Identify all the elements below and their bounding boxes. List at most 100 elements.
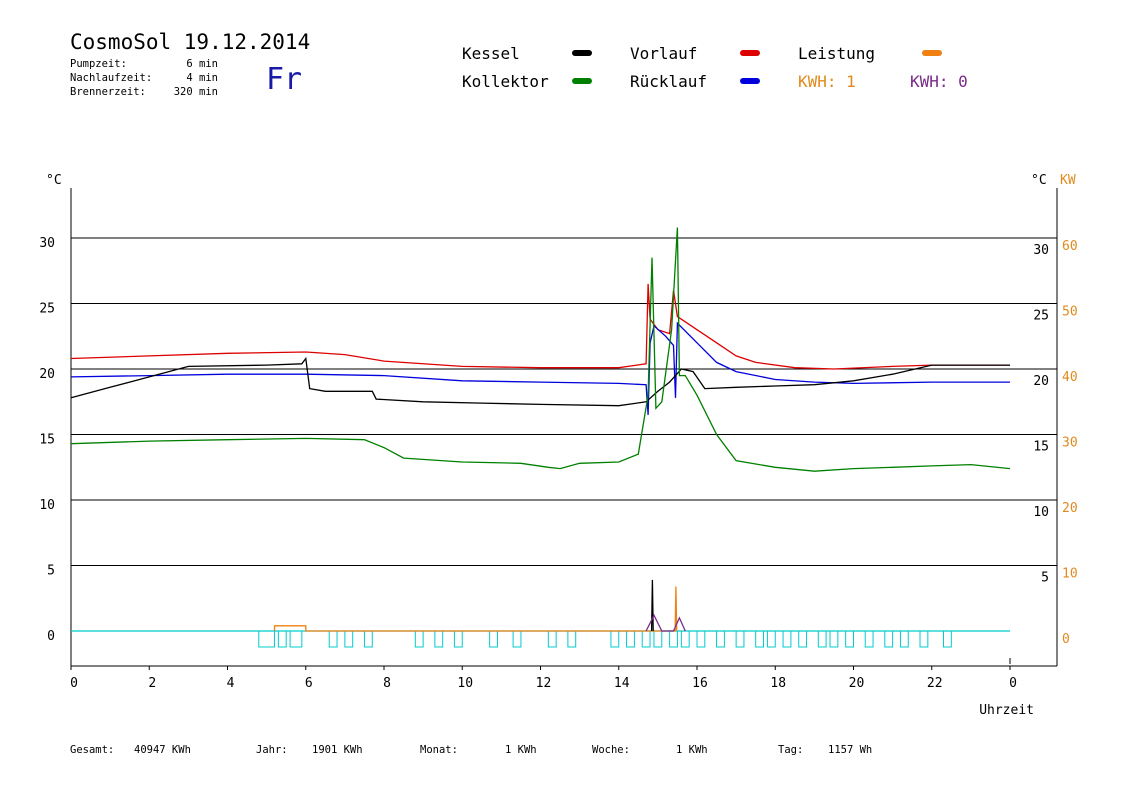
pump-pulse-14 [626, 630, 635, 648]
pump-pulse-13 [610, 630, 620, 648]
stat-label-nachlaufzeit: Nachlaufzeit: [70, 72, 153, 84]
x-tick-5: 10 [457, 676, 473, 691]
legend-label-kollektor: Kollektor [462, 72, 549, 91]
legend-swatch-leistung [922, 50, 942, 56]
legend-label-leistung: Leistung [798, 44, 876, 63]
y-tick-kw-60: 60 [1062, 239, 1078, 254]
pump-pulse-19 [696, 630, 706, 648]
pump-pulse-24 [782, 630, 792, 648]
pump-pulse-15 [641, 630, 651, 648]
y-axis-label-right: °C [1031, 173, 1047, 188]
x-tick-6: 12 [536, 676, 552, 691]
lower-series-kollektor [645, 613, 686, 632]
stat-label-brennerzeit: Brennerzeit: [70, 86, 146, 98]
y-tick-right-5: 5 [1041, 571, 1049, 586]
pump-pulse-10 [512, 630, 522, 648]
pump-pulse-23 [766, 630, 776, 648]
y-tick-kw-30: 30 [1062, 436, 1078, 451]
pump-pulse-30 [884, 630, 894, 648]
kwh-label-2: KWH: 0 [910, 72, 968, 91]
series-vorlauf [70, 283, 1010, 370]
x-tick-8: 16 [692, 676, 708, 691]
y-tick-kw-40: 40 [1062, 370, 1078, 385]
x-tick-7: 14 [614, 676, 630, 691]
lower-series-leistung [273, 586, 678, 632]
x-tick-0: 0 [70, 676, 78, 691]
legend-swatch-ruecklauf [740, 78, 760, 84]
pump-pulse-7 [434, 630, 444, 648]
x-tick-1: 2 [148, 676, 156, 691]
legend-swatch-kessel [572, 50, 592, 56]
x-tick-12: 0 [1009, 676, 1017, 691]
y-tick-left-5: 5 [47, 564, 55, 579]
x-tick-11: 22 [927, 676, 943, 691]
y-tick-left-20: 20 [39, 367, 55, 382]
footer-value-jahr: 1901 KWh [312, 744, 363, 756]
pump-pulse-16 [653, 630, 663, 648]
pump-pulse-11 [547, 630, 557, 648]
pump-pulse-1 [277, 630, 287, 648]
footer-value-gesamt: 40947 KWh [134, 744, 191, 756]
x-tick-2: 4 [227, 676, 235, 691]
x-tick-9: 18 [770, 676, 786, 691]
pump-pulse-21 [735, 630, 745, 648]
pump-pulse-3 [328, 630, 338, 648]
pump-pulse-31 [899, 630, 909, 648]
x-tick-3: 6 [305, 676, 313, 691]
footer-value-woche: 1 KWh [676, 744, 708, 756]
legend-label-ruecklauf: Rücklauf [630, 72, 708, 91]
legend-label-kessel: Kessel [462, 44, 520, 63]
footer-label-gesamt: Gesamt: [70, 744, 115, 756]
series-kessel [70, 356, 1010, 407]
legend-label-vorlauf: Vorlauf [630, 44, 698, 63]
pump-pulse-25 [798, 630, 808, 648]
pump-pulse-29 [864, 630, 874, 648]
y-tick-left-0: 0 [47, 629, 55, 644]
pump-pulse-12 [567, 630, 577, 648]
footer-label-tag: Tag: [778, 744, 804, 756]
stat-value-pumpzeit: 6 min [186, 58, 218, 70]
series-ruecklauf [70, 321, 1010, 415]
y-axis-label-left: °C [46, 173, 62, 188]
pump-pulse-9 [489, 630, 498, 648]
weekday-label: Fr [266, 62, 303, 97]
pump-pulse-6 [414, 630, 424, 648]
pump-pulse-22 [755, 630, 765, 648]
pump-pulse-4 [344, 630, 354, 648]
y-tick-right-20: 20 [1033, 374, 1049, 389]
page-title: CosmoSol 19.12.2014 [70, 30, 311, 54]
y-tick-left-25: 25 [39, 302, 55, 317]
pump-pulse-0 [258, 630, 275, 648]
footer-value-monat: 1 KWh [505, 744, 537, 756]
pump-pulse-28 [845, 630, 854, 648]
pump-pulse-5 [363, 630, 373, 648]
pump-pulse-33 [942, 630, 952, 648]
y-tick-right-30: 30 [1033, 243, 1049, 258]
pump-pulse-2 [289, 630, 303, 648]
y-tick-kw-50: 50 [1062, 305, 1078, 320]
pump-pulse-17 [669, 630, 678, 648]
y-tick-left-10: 10 [39, 498, 55, 513]
footer-label-monat: Monat: [420, 744, 458, 756]
pump-pulse-8 [453, 630, 463, 648]
pump-pulse-27 [829, 630, 839, 648]
x-tick-10: 20 [849, 676, 865, 691]
x-axis-label: Uhrzeit [979, 703, 1034, 718]
footer-value-tag: 1157 Wh [828, 744, 873, 756]
footer-label-jahr: Jahr: [256, 744, 288, 756]
kwh-label-1: KWH: 1 [798, 72, 856, 91]
lower-series-kessel [650, 579, 654, 632]
pump-pulse-26 [817, 630, 827, 648]
stat-label-pumpzeit: Pumpzeit: [70, 58, 127, 70]
pump-pulse-18 [680, 630, 690, 648]
y-axis-label-kw: KW [1060, 173, 1076, 188]
pump-pulse-20 [716, 630, 725, 648]
series-kollektor [70, 227, 1011, 472]
y-tick-kw-0: 0 [1062, 632, 1070, 647]
legend-swatch-vorlauf [740, 50, 760, 56]
y-tick-right-25: 25 [1033, 309, 1049, 324]
pump-pulse-32 [919, 630, 929, 648]
y-tick-kw-20: 20 [1062, 501, 1078, 516]
x-tick-4: 8 [383, 676, 391, 691]
y-tick-left-30: 30 [39, 236, 55, 251]
